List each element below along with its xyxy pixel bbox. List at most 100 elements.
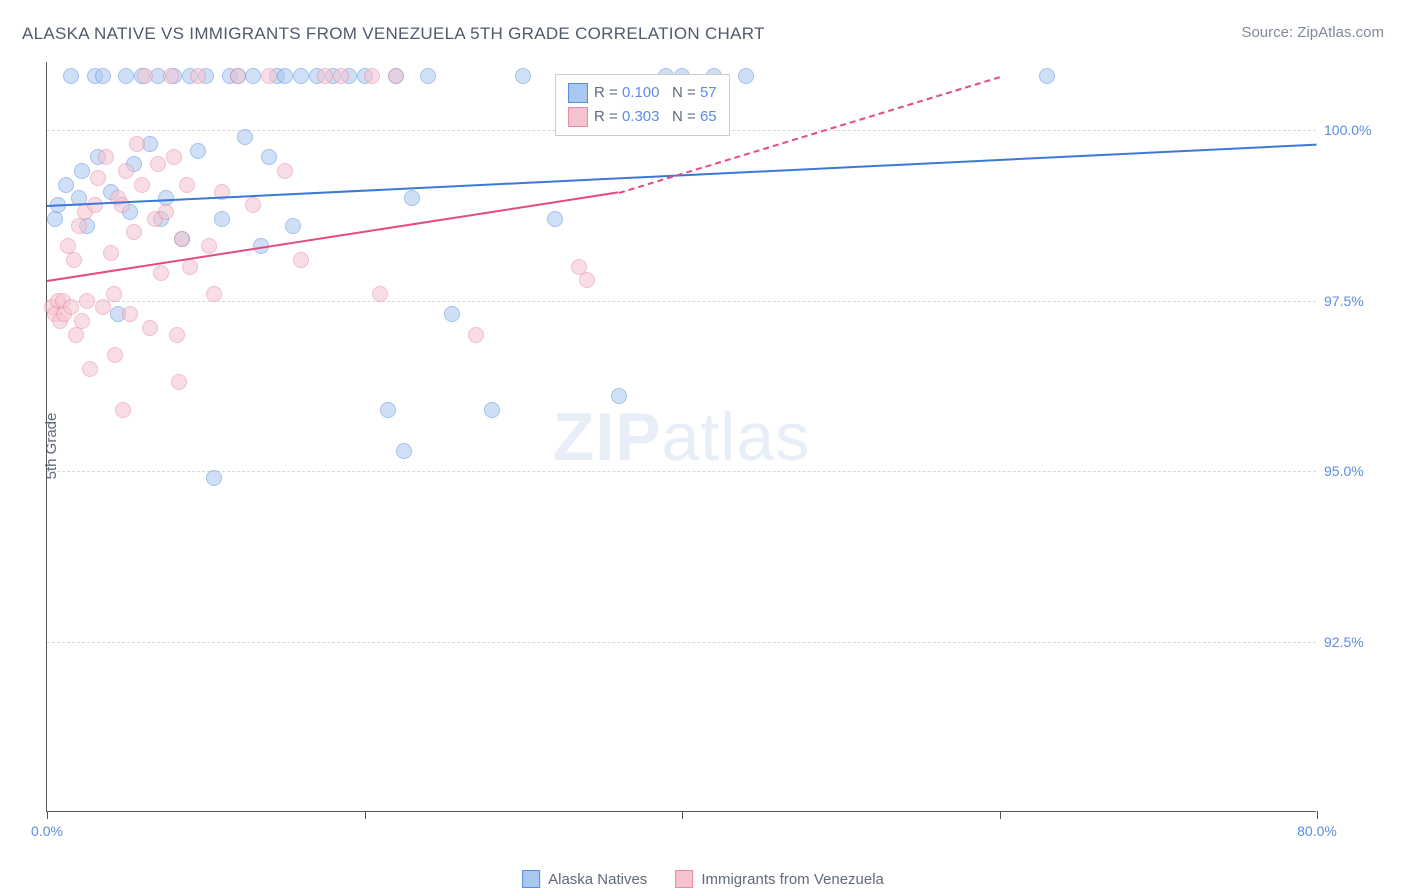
legend-label: Immigrants from Venezuela bbox=[701, 871, 884, 888]
y-tick-label: 97.5% bbox=[1324, 293, 1384, 309]
data-point bbox=[738, 68, 754, 84]
legend-row: R = 0.303 N = 65 bbox=[568, 105, 717, 129]
data-point bbox=[103, 245, 119, 261]
data-point bbox=[484, 402, 500, 418]
gridline bbox=[47, 301, 1316, 302]
data-point bbox=[95, 68, 111, 84]
bottom-legend: Alaska Natives Immigrants from Venezuela bbox=[522, 870, 884, 888]
data-point bbox=[285, 218, 301, 234]
plot-area: ZIPatlas 92.5%95.0%97.5%100.0%0.0%80.0%R… bbox=[46, 62, 1316, 812]
chart-container: ALASKA NATIVE VS IMMIGRANTS FROM VENEZUE… bbox=[0, 0, 1406, 892]
legend-row: R = 0.100 N = 57 bbox=[568, 81, 717, 105]
data-point bbox=[142, 320, 158, 336]
data-point bbox=[420, 68, 436, 84]
y-tick-label: 95.0% bbox=[1324, 463, 1384, 479]
data-point bbox=[115, 402, 131, 418]
gridline bbox=[47, 471, 1316, 472]
data-point bbox=[66, 252, 82, 268]
data-point bbox=[333, 68, 349, 84]
data-point bbox=[79, 293, 95, 309]
data-point bbox=[293, 68, 309, 84]
data-point bbox=[388, 68, 404, 84]
data-point bbox=[163, 68, 179, 84]
source-label: Source: ZipAtlas.com bbox=[1241, 24, 1384, 41]
data-point bbox=[74, 313, 90, 329]
data-point bbox=[261, 149, 277, 165]
data-point bbox=[114, 197, 130, 213]
data-point bbox=[122, 306, 138, 322]
legend-swatch bbox=[522, 870, 540, 888]
data-point bbox=[63, 299, 79, 315]
data-point bbox=[87, 197, 103, 213]
data-point bbox=[71, 218, 87, 234]
data-point bbox=[171, 374, 187, 390]
data-point bbox=[153, 265, 169, 281]
data-point bbox=[404, 190, 420, 206]
data-point bbox=[106, 286, 122, 302]
data-point bbox=[245, 197, 261, 213]
x-tick bbox=[1317, 811, 1318, 819]
trend-line bbox=[47, 144, 1317, 207]
data-point bbox=[190, 143, 206, 159]
data-point bbox=[190, 68, 206, 84]
data-point bbox=[230, 68, 246, 84]
data-point bbox=[1039, 68, 1055, 84]
chart-title: ALASKA NATIVE VS IMMIGRANTS FROM VENEZUE… bbox=[22, 24, 765, 44]
data-point bbox=[126, 224, 142, 240]
data-point bbox=[206, 286, 222, 302]
x-tick bbox=[682, 811, 683, 819]
data-point bbox=[174, 231, 190, 247]
legend-swatch bbox=[675, 870, 693, 888]
bottom-legend-item: Immigrants from Venezuela bbox=[675, 870, 884, 888]
data-point bbox=[396, 443, 412, 459]
data-point bbox=[372, 286, 388, 302]
data-point bbox=[214, 211, 230, 227]
data-point bbox=[58, 177, 74, 193]
data-point bbox=[547, 211, 563, 227]
data-point bbox=[468, 327, 484, 343]
data-point bbox=[293, 252, 309, 268]
legend-text: R = 0.100 N = 57 bbox=[594, 81, 717, 105]
x-tick bbox=[47, 811, 48, 819]
data-point bbox=[98, 149, 114, 165]
data-point bbox=[317, 68, 333, 84]
legend-swatch bbox=[568, 83, 588, 103]
data-point bbox=[150, 156, 166, 172]
legend-label: Alaska Natives bbox=[548, 871, 647, 888]
data-point bbox=[579, 272, 595, 288]
x-tick-label: 0.0% bbox=[31, 823, 63, 839]
data-point bbox=[158, 204, 174, 220]
data-point bbox=[129, 136, 145, 152]
data-point bbox=[364, 68, 380, 84]
data-point bbox=[179, 177, 195, 193]
gridline bbox=[47, 642, 1316, 643]
data-point bbox=[137, 68, 153, 84]
data-point bbox=[611, 388, 627, 404]
data-point bbox=[380, 402, 396, 418]
data-point bbox=[277, 163, 293, 179]
legend-text: R = 0.303 N = 65 bbox=[594, 105, 717, 129]
watermark: ZIPatlas bbox=[553, 398, 810, 476]
x-tick bbox=[1000, 811, 1001, 819]
data-point bbox=[201, 238, 217, 254]
data-point bbox=[182, 259, 198, 275]
data-point bbox=[169, 327, 185, 343]
data-point bbox=[74, 163, 90, 179]
data-point bbox=[63, 68, 79, 84]
x-tick bbox=[365, 811, 366, 819]
legend-swatch bbox=[568, 107, 588, 127]
data-point bbox=[134, 177, 150, 193]
data-point bbox=[261, 68, 277, 84]
data-point bbox=[206, 470, 222, 486]
correlation-legend: R = 0.100 N = 57R = 0.303 N = 65 bbox=[555, 74, 730, 136]
data-point bbox=[118, 68, 134, 84]
bottom-legend-item: Alaska Natives bbox=[522, 870, 647, 888]
y-tick-label: 92.5% bbox=[1324, 634, 1384, 650]
data-point bbox=[107, 347, 123, 363]
data-point bbox=[237, 129, 253, 145]
data-point bbox=[166, 149, 182, 165]
data-point bbox=[277, 68, 293, 84]
data-point bbox=[47, 211, 63, 227]
data-point bbox=[90, 170, 106, 186]
y-tick-label: 100.0% bbox=[1324, 122, 1384, 138]
